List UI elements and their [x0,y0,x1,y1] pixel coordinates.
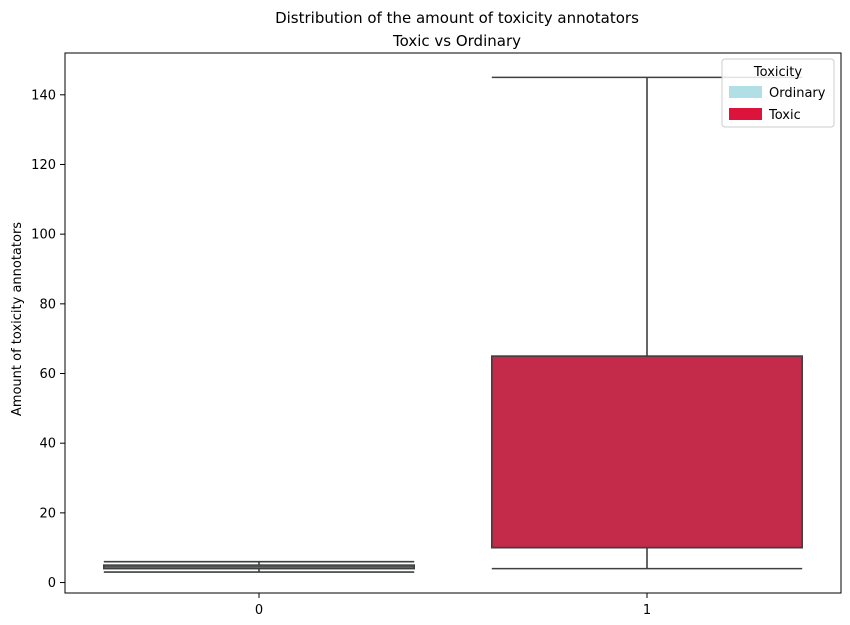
legend-swatch-toxic [729,108,762,120]
x-tick-label: 1 [643,603,651,618]
legend-label-ordinary: Ordinary [769,86,826,101]
y-tick-label: 140 [31,88,56,103]
plot-area [103,76,803,573]
chart-subtitle: Toxic vs Ordinary [392,32,521,50]
y-tick-label: 60 [39,367,56,382]
legend-label-toxic: Toxic [768,108,801,123]
x-tick-label: 0 [255,603,263,618]
iqr-box [490,355,803,549]
legend-swatch-ordinary [729,86,762,98]
y-tick-label: 40 [39,437,56,452]
plot-frame [64,52,842,594]
y-axis-label: Amount of toxicity annotators [10,222,25,416]
legend: Toxicity Ordinary Toxic [721,58,835,128]
legend-title: Toxicity [753,65,802,80]
box-0 [103,560,415,573]
y-tick-label: 0 [48,576,56,591]
y-tick-label: 20 [39,506,56,521]
chart-title: Distribution of the amount of toxicity a… [275,9,639,27]
y-tick-label: 120 [31,158,56,173]
y-tick-label: 80 [39,297,56,312]
box-1 [490,76,803,570]
y-tick-label: 100 [31,228,56,243]
